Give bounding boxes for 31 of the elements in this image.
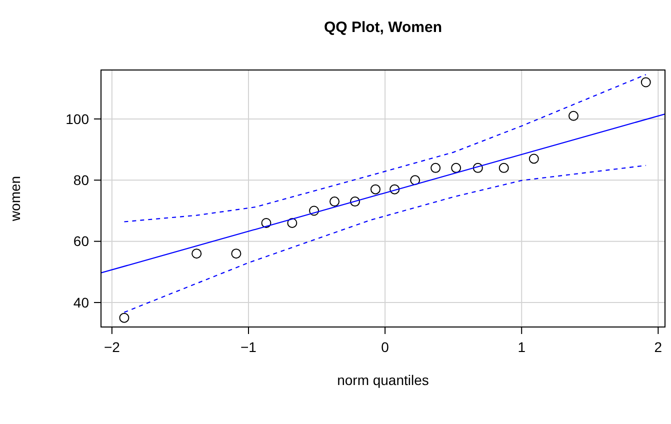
y-tick-label: 60: [73, 233, 90, 250]
point: [309, 206, 320, 216]
point: [350, 196, 360, 207]
point: [370, 184, 380, 194]
point: [640, 77, 651, 88]
point: [231, 248, 242, 259]
x-tick-label: 0: [381, 339, 390, 355]
x-axis-title: norm quantiles: [337, 372, 429, 388]
y-tick-label: 80: [73, 172, 90, 188]
line-series: [124, 74, 646, 222]
x-tick-label: 1: [518, 339, 526, 355]
point: [410, 175, 420, 186]
point: [498, 162, 509, 173]
point: [528, 154, 539, 164]
point: [451, 162, 462, 173]
point: [119, 312, 130, 323]
point: [261, 218, 272, 228]
point: [192, 248, 202, 259]
point: [568, 110, 579, 121]
chart-title: QQ Plot, Women: [324, 19, 442, 36]
x-tick-label: 2: [654, 339, 662, 355]
y-tick-label: 40: [73, 294, 90, 310]
y-axis-title: women: [7, 176, 23, 222]
point: [330, 196, 340, 207]
point: [390, 184, 400, 194]
x-tick-label: −2: [104, 339, 120, 355]
point: [430, 162, 441, 173]
point: [472, 162, 483, 173]
point: [287, 218, 298, 228]
x-tick-label: −1: [240, 339, 257, 355]
y-tick-label: 100: [66, 110, 90, 127]
